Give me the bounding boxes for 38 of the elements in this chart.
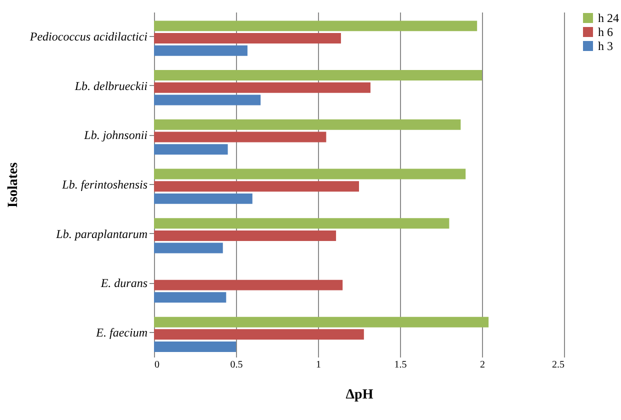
bar [154, 20, 478, 32]
bar [154, 242, 223, 254]
y-tick-label: E. durans [100, 276, 148, 290]
bar [154, 280, 343, 290]
bar [154, 144, 228, 155]
y-tick-label: Lb. paraplantarum [55, 226, 148, 241]
x-tick-label: 0 [154, 360, 160, 370]
x-tick-label: 2.5 [552, 360, 564, 370]
y-tick-label: Lb. ferintoshensis [61, 178, 148, 192]
y-tick-label: Lb. johnsonii [83, 128, 148, 142]
legend-label: h 24 [598, 11, 619, 25]
bar [154, 94, 261, 106]
x-tick-label: 2 [480, 360, 485, 370]
bar [154, 342, 236, 352]
bar [154, 119, 461, 130]
y-tick-label: E. faecium [95, 326, 148, 340]
bar [154, 230, 336, 241]
legend-label: h 6 [598, 25, 613, 39]
bar [154, 45, 248, 56]
bar [154, 316, 489, 328]
bar [154, 329, 364, 340]
x-tick-label: 0.5 [230, 360, 243, 370]
bar [154, 181, 359, 192]
bar [154, 82, 370, 93]
x-tick-label: 1 [316, 360, 321, 370]
x-axis-title: ΔpH [346, 388, 374, 402]
y-axis-title: Isolates [6, 162, 21, 208]
y-tick-label: Lb. delbrueckii [74, 78, 148, 93]
bar [154, 70, 482, 81]
bar [154, 292, 226, 303]
legend-label: h 3 [598, 39, 613, 53]
y-tick-label: Pediococcus acidilactici [28, 29, 148, 44]
x-tick-label: 1.5 [394, 360, 407, 370]
bar [154, 132, 326, 142]
bar [154, 218, 450, 229]
bar [154, 168, 466, 180]
bar [154, 33, 341, 44]
bar [154, 193, 252, 204]
